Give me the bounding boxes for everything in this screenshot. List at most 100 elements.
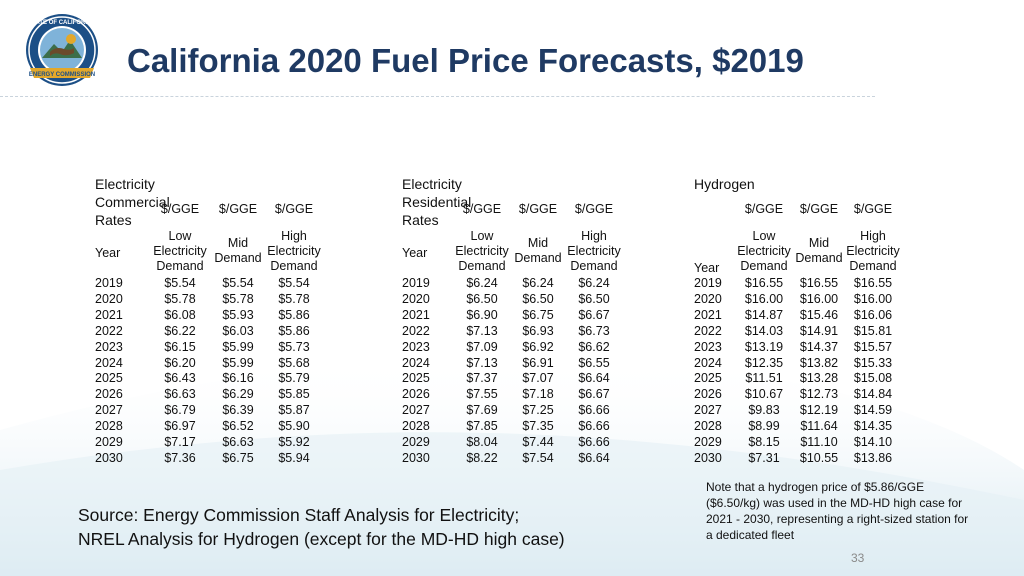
price-cell: $12.35 [744,355,784,370]
price-cell: $6.50 [522,291,554,306]
title-divider [0,96,875,97]
column-header: Mid Demand [788,236,850,266]
price-cell: $5.54 [278,276,310,290]
column-header: Low Electricity Demand [451,229,513,274]
price-cell: $16.00 [744,291,784,306]
price-cell: $7.25 [522,403,554,418]
year-cell: 2022 [402,323,430,338]
price-cell: $11.51 [745,371,783,386]
year-cell: 2021 [402,307,430,322]
column-header: High Electricity Demand [563,229,625,274]
column-header-line: Demand [740,259,788,273]
price-cell: $10.55 [799,450,839,465]
column-header-line: Electricity [455,244,509,258]
column-header-line: High [581,229,607,243]
column-header-line: Low [168,229,192,243]
price-cell: $13.28 [799,371,839,386]
column-header: Mid Demand [207,236,269,266]
price-cell: $5.73 [278,339,310,354]
price-cell: $10.67 [744,387,784,402]
column-header-line: Low [752,229,776,243]
price-cell: $7.54 [522,450,554,465]
price-cell: $5.99 [222,339,254,354]
column-header-line: Demand [849,259,897,273]
column-header: Low Electricity Demand [733,229,795,274]
price-cell: $7.36 [164,450,196,465]
column-header-line: Electricity [153,244,207,258]
year-cell: 2029 [402,435,430,449]
price-cell: $6.39 [222,403,254,418]
table-label-line: Rates [402,212,439,228]
price-cell: $7.13 [466,355,498,370]
price-cell: $6.92 [522,339,554,354]
price-cell: $7.37 [466,371,498,386]
year-cell: 2023 [95,339,123,354]
price-cell: $6.62 [578,339,610,354]
column-header-line: Demand [458,259,506,273]
price-cell: $6.55 [578,355,610,370]
price-cell: $7.85 [466,419,498,434]
unit-label: $/GGE [744,202,784,216]
price-cell: $6.50 [578,291,610,306]
price-cell: $5.94 [278,450,310,465]
price-cell: $6.75 [522,307,554,322]
column-header-line: Demand [156,259,204,273]
price-cell: $8.22 [466,450,498,465]
price-cell: $5.78 [222,291,254,306]
price-cell: $6.64 [578,450,610,465]
price-cell: $11.64 [800,419,838,434]
table-label-line: Hydrogen [694,176,755,192]
price-cell: $8.04 [466,435,498,449]
year-header: Year [95,246,121,260]
price-cell: $5.68 [278,355,310,370]
price-cell: $8.15 [748,435,780,449]
price-cell: $7.18 [522,387,554,402]
price-cell: $14.84 [853,387,893,402]
year-cell: 2024 [95,355,123,370]
year-cell: 2022 [694,323,722,338]
table-label-line: Commercial [95,194,170,210]
unit-label: $/GGE [518,202,558,216]
price-cell: $5.79 [278,371,310,386]
column-header-line: Demand [570,259,618,273]
price-cell: $6.75 [222,450,254,465]
unit-label: $/GGE [574,202,614,216]
column-header-line: Demand [270,259,318,273]
price-cell: $6.15 [164,339,196,354]
year-cell: 2019 [95,276,123,290]
page-title: California 2020 Fuel Price Forecasts, $2… [127,42,804,79]
year-cell: 2019 [402,276,430,290]
year-cell: 2027 [694,403,722,418]
price-cell: $7.17 [164,435,196,449]
price-cell: $6.24 [466,276,498,290]
price-cell: $15.57 [853,339,893,354]
year-cell: 2028 [694,419,722,434]
column-header-line: Low [470,229,494,243]
price-cell: $6.29 [222,387,254,402]
table-label: Hydrogen [694,175,755,193]
year-cell: 2025 [694,371,722,386]
table-label-line: Electricity [402,176,462,192]
column-header-line: Demand [514,251,562,265]
price-cell: $6.66 [578,403,610,418]
year-cell: 2023 [694,339,722,354]
price-cell: $6.67 [578,387,610,402]
page-number: 33 [851,551,865,565]
price-cell: $15.81 [853,323,893,338]
price-cell: $7.69 [466,403,498,418]
year-cell: 2019 [694,276,722,290]
price-cell: $6.24 [522,276,554,290]
year-header: Year [694,261,720,275]
price-cell: $6.90 [466,307,498,322]
column-header: High Electricity Demand [842,229,904,274]
price-cell: $6.03 [222,323,254,338]
price-cell: $16.55 [853,276,893,290]
year-cell: 2023 [402,339,430,354]
year-cell: 2027 [95,403,123,418]
price-cell: $6.66 [578,419,610,434]
price-cell: $11.10 [800,435,838,449]
column-header: Low Electricity Demand [149,229,211,274]
year-cell: 2029 [694,435,722,449]
price-cell: $8.99 [748,419,780,434]
